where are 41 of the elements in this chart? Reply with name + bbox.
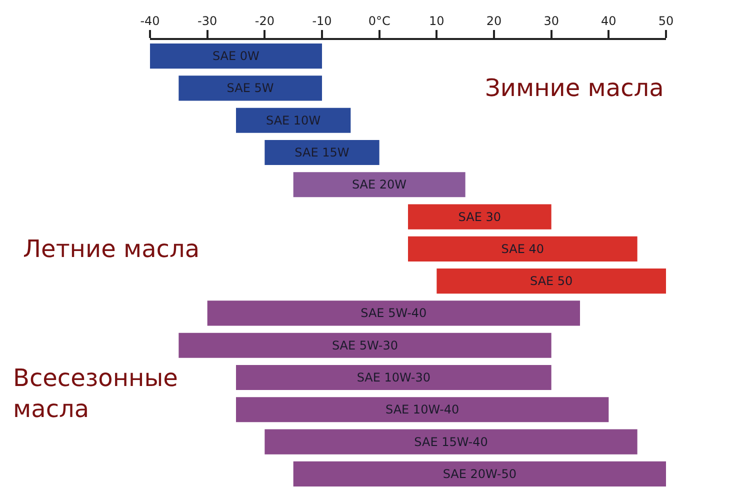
y-tick-label: SAE 10W [266, 113, 321, 128]
y-tick-label: SAE 15W-40 [414, 434, 488, 449]
x-tick-label: 40 [601, 14, 616, 28]
bar [436, 268, 666, 294]
bar [150, 44, 322, 69]
bar [264, 140, 380, 166]
y-tick-label: SAE 5W-40 [360, 306, 427, 320]
bar [178, 76, 322, 101]
annotation: Зимние масла [485, 74, 664, 102]
x-tick-label: 10 [429, 14, 444, 28]
bar [293, 461, 666, 486]
y-tick-label: SAE 20W [352, 178, 407, 192]
y-tick-label: SAE 10W-30 [356, 370, 431, 384]
y-tick-label: SAE 5W-30 [332, 338, 398, 352]
x-tick-label: -40 [140, 14, 160, 28]
y-tick-label: SAE 10W-40 [385, 402, 460, 417]
y-tick-label: SAE 5W [226, 81, 274, 96]
x-tick-label: 20 [486, 14, 502, 28]
bar [236, 397, 609, 422]
annotation: Всесезонные масла [13, 364, 178, 424]
bar [264, 429, 638, 454]
bar [178, 332, 552, 358]
x-tick-label: 50 [658, 14, 674, 28]
bar [236, 108, 351, 133]
y-tick-label: SAE 40 [501, 242, 544, 256]
x-tick-label: -20 [254, 14, 274, 28]
y-tick-label: SAE 0W [212, 49, 260, 64]
x-tick-label: -30 [198, 14, 218, 28]
bar [408, 236, 638, 262]
bar [293, 172, 466, 198]
x-tick-label: -10 [312, 14, 332, 28]
annotation: Летние масла [23, 235, 200, 263]
bar [408, 204, 552, 230]
y-tick-label: SAE 15W [294, 146, 350, 160]
y-tick-label: SAE 50 [530, 274, 573, 288]
x-tick-label: 0°C [368, 14, 390, 28]
x-tick-label: 30 [544, 14, 559, 28]
bar [207, 300, 580, 326]
y-tick-label: SAE 20W-50 [442, 466, 517, 481]
y-tick-label: SAE 30 [458, 210, 502, 224]
bar [236, 364, 552, 390]
